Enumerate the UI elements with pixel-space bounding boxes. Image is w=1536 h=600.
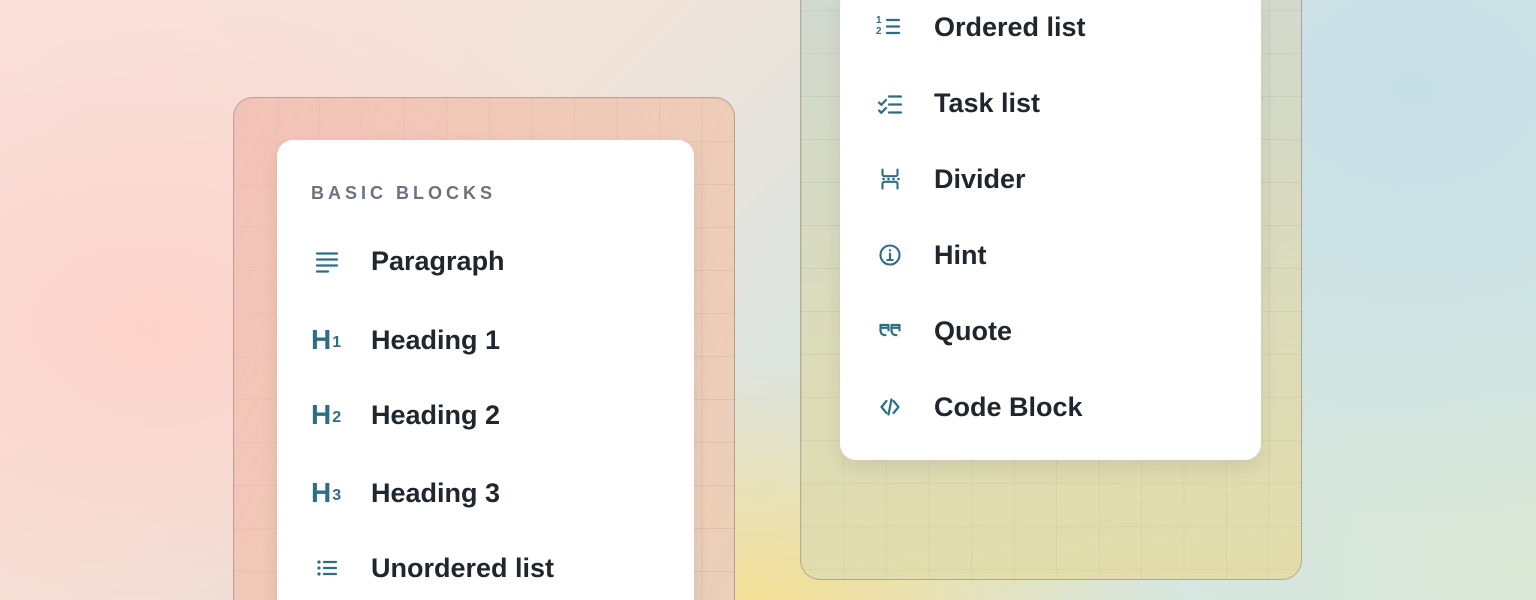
svg-text:2: 2 [876,26,882,37]
svg-text:1: 1 [876,15,882,26]
